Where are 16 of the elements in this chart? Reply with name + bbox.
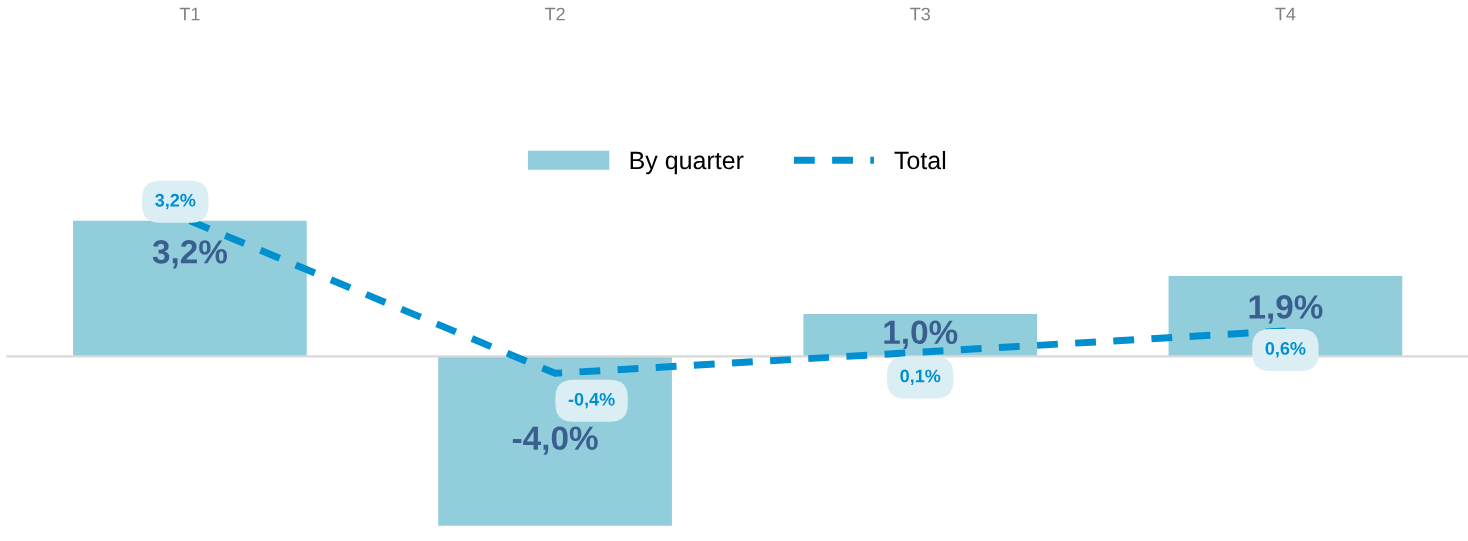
x-tick-label: T4	[1275, 7, 1296, 21]
data-label: 1,0%	[884, 320, 958, 349]
data-label: 3,2%	[152, 240, 228, 269]
data-label: 0,1%	[900, 369, 941, 385]
x-tick-label: T1	[179, 7, 200, 21]
x-tick-label: T3	[910, 7, 930, 21]
legend-label: By quarter	[630, 151, 744, 175]
data-label: 3,2%	[155, 193, 196, 210]
bar	[73, 220, 307, 357]
data-label: 0,6%	[1265, 342, 1306, 358]
data-label: -4,0%	[512, 426, 598, 455]
data-label: -0,4%	[568, 392, 615, 409]
bar	[438, 356, 672, 526]
data-label: 1,9%	[1249, 295, 1323, 324]
x-tick-label: T2	[544, 7, 565, 21]
legend-label: Total	[894, 150, 946, 170]
